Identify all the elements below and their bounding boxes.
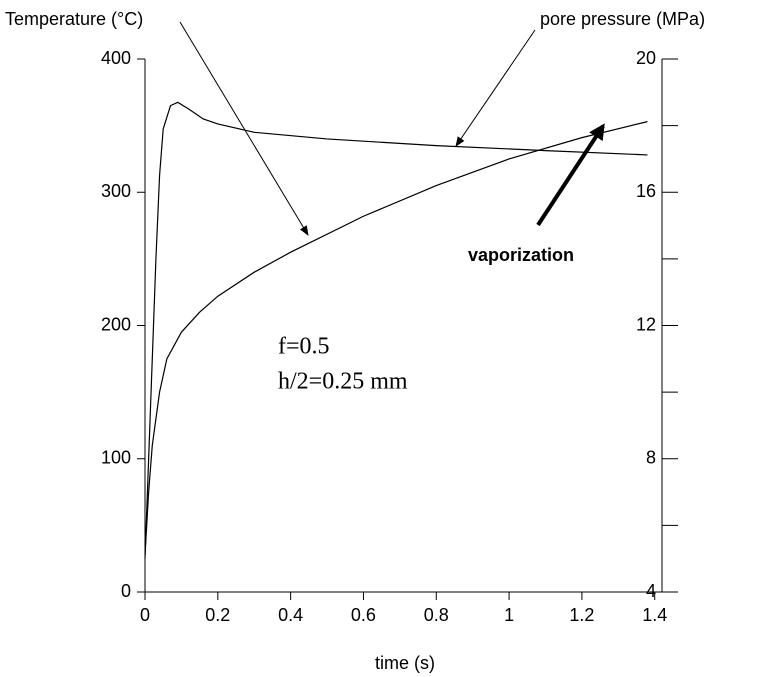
y-axis-label: Temperature (°C): [5, 9, 143, 29]
annotation: vaporization: [468, 245, 574, 265]
y2-tick-label: 4: [646, 581, 656, 601]
y-tick-label: 100: [101, 448, 131, 468]
annotation: f=0.5: [278, 334, 330, 360]
series-line: [144, 101, 648, 559]
arrow: [455, 29, 536, 147]
series-line: [144, 121, 648, 555]
x-tick-label: 1.4: [642, 605, 667, 625]
y-tick-label: 200: [101, 314, 131, 334]
x-tick-label: 0.8: [424, 605, 449, 625]
y2-tick-label: 16: [636, 181, 656, 201]
x-tick-label: 1: [504, 605, 514, 625]
x-tick-label: 0.2: [205, 605, 230, 625]
y-tick-label: 300: [101, 181, 131, 201]
y2-axis-label: pore pressure (MPa): [540, 9, 705, 29]
x-tick-label: 0.4: [278, 605, 303, 625]
x-tick-label: 0.6: [351, 605, 376, 625]
x-axis-label: time (s): [375, 653, 435, 673]
y2-tick-label: 12: [636, 314, 656, 334]
arrow: [536, 123, 605, 227]
x-tick-label: 1.2: [569, 605, 594, 625]
annotation: h/2=0.25 mm: [278, 369, 408, 395]
y2-tick-label: 8: [646, 448, 656, 468]
x-tick-label: 0: [140, 605, 150, 625]
arrow: [179, 21, 309, 236]
y-tick-label: 0: [121, 581, 131, 601]
y2-tick-label: 20: [636, 48, 656, 68]
y-tick-label: 400: [101, 48, 131, 68]
